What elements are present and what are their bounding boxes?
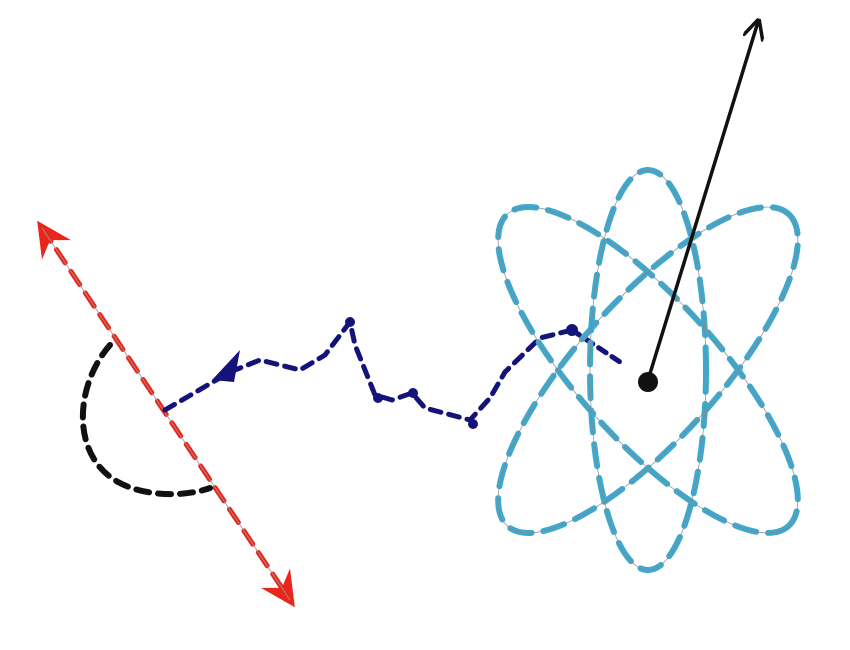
random-walk: [162, 317, 623, 429]
orbit-vertical: [587, 167, 709, 573]
orbit-guide: [497, 206, 799, 534]
walk-marker: [373, 393, 383, 403]
walk-tail: [569, 327, 623, 365]
walk-marker: [345, 317, 355, 327]
orbit-guide: [589, 169, 707, 571]
walk-marker: [468, 419, 478, 429]
atom: [495, 167, 801, 573]
double-arrow: [37, 220, 295, 608]
momentum-vector: [638, 22, 758, 392]
random-walk-path: [162, 319, 575, 423]
orbit-tilted-left: [495, 204, 801, 536]
vector-line: [646, 22, 758, 382]
double-arrow-guide: [41, 227, 291, 601]
random-walk-arrowhead: [212, 350, 240, 382]
orbit-guide: [497, 206, 799, 534]
nucleus-dot: [638, 372, 658, 392]
angle-arc: [79, 342, 213, 498]
orbit-tilted-right: [495, 204, 801, 536]
walk-marker: [408, 388, 418, 398]
